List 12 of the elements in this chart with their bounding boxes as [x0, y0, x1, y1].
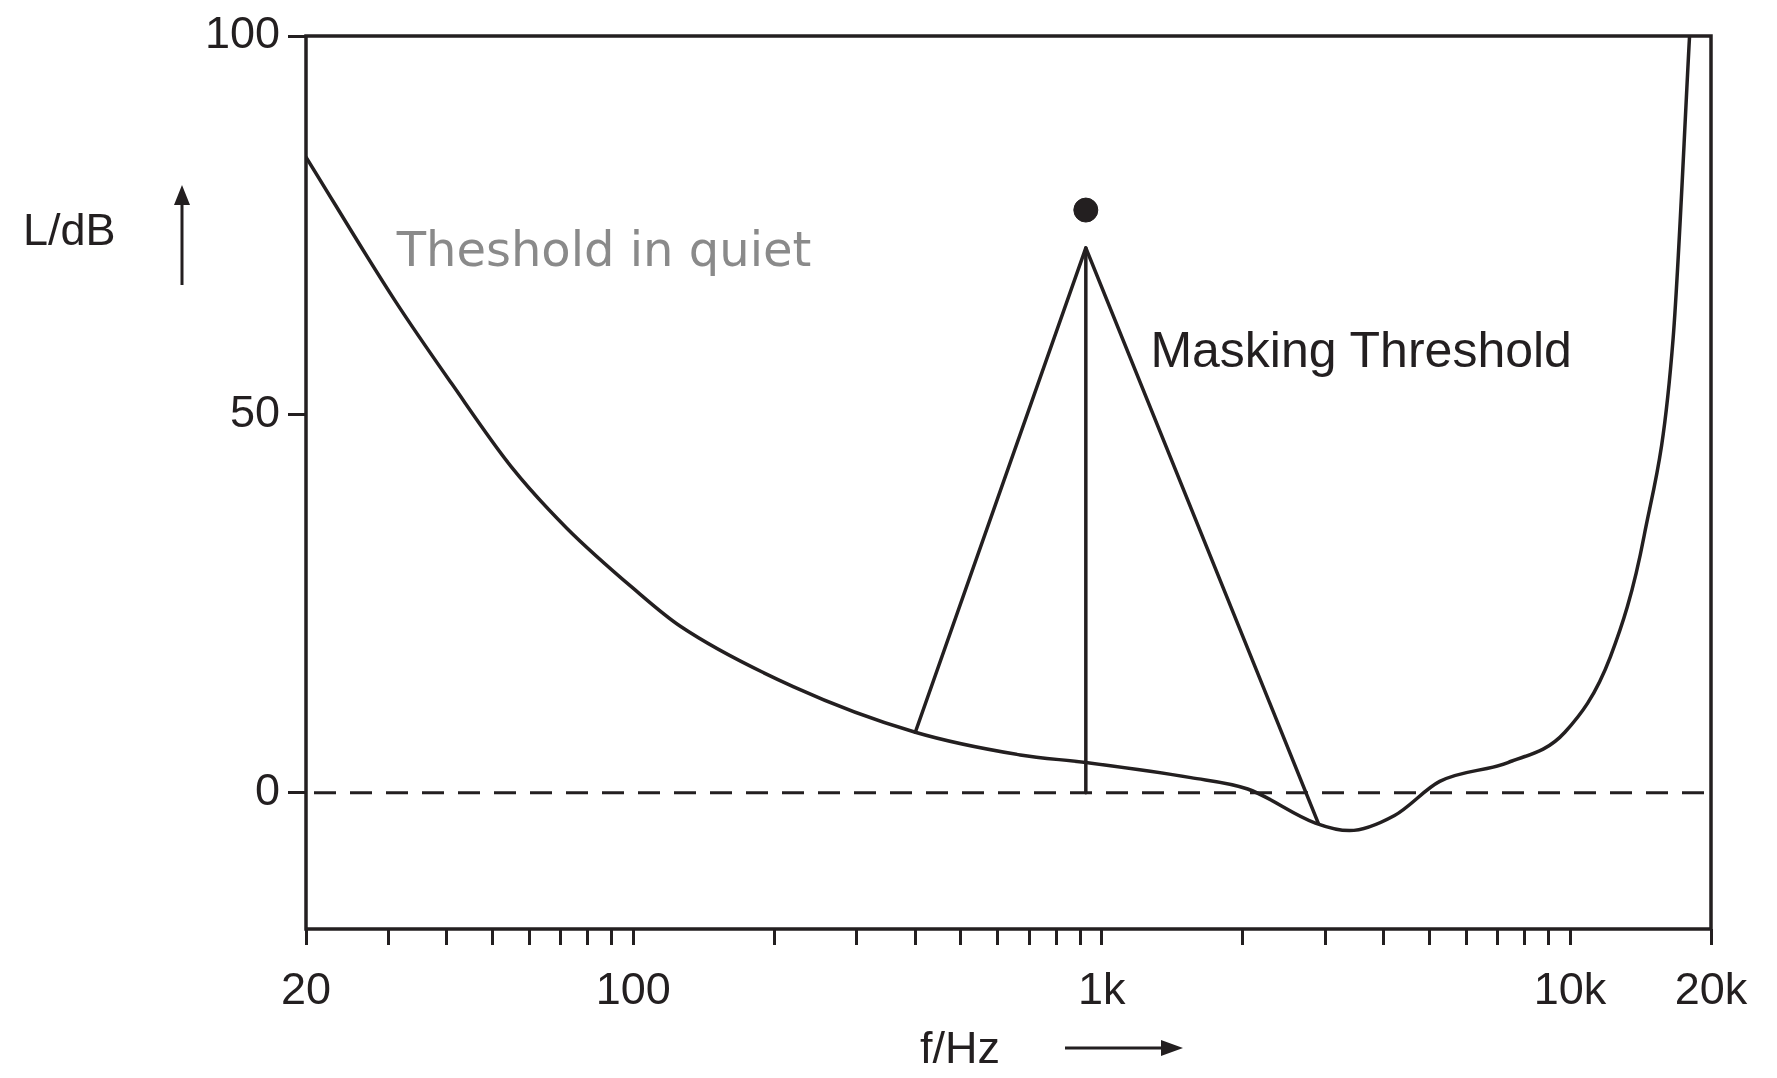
x-tick-label: 10k	[1533, 963, 1607, 1015]
series-label: Masking Threshold	[1150, 322, 1572, 379]
x-tick-label: 20k	[1674, 963, 1748, 1015]
x-axis-title: f/Hz	[920, 1022, 1001, 1074]
y-tick-label: 50	[229, 385, 280, 437]
x-tick-label: 100	[595, 963, 671, 1015]
y-axis-title: L/dB	[23, 204, 116, 256]
y-tick-label: 100	[204, 7, 280, 59]
x-tick-label: 20	[280, 963, 332, 1015]
x-tick-label: 1k	[1077, 963, 1126, 1015]
y-tick-label: 0	[254, 764, 280, 816]
series-label: Theshold in quiet	[395, 220, 812, 277]
